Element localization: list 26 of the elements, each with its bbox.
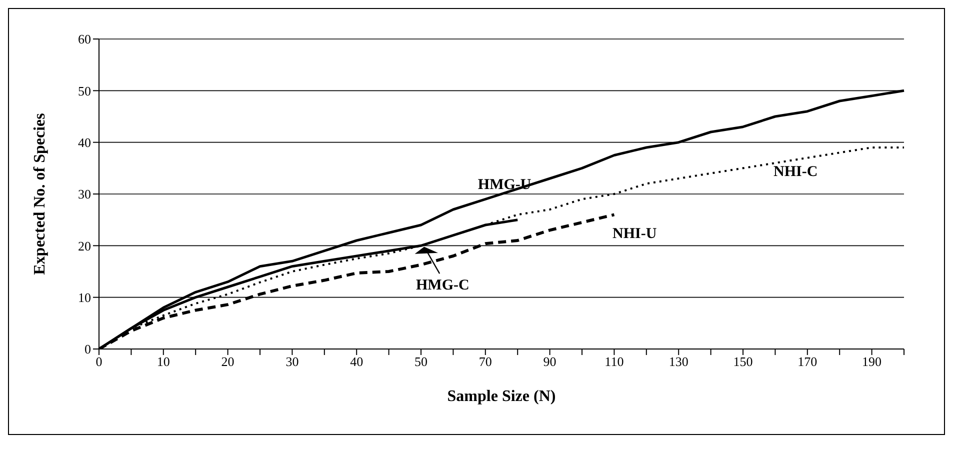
series-label: NHI-U — [612, 226, 657, 242]
y-tick-label: 10 — [78, 290, 91, 305]
y-tick-label: 40 — [78, 134, 91, 150]
x-tick-label: 90 — [543, 354, 556, 370]
x-tick-label: 20 — [221, 354, 234, 370]
x-tick-label: 170 — [798, 354, 818, 370]
y-tick-label: 50 — [78, 83, 91, 98]
y-axis-title: Expected No. of Species — [32, 113, 49, 275]
x-tick-label: 30 — [286, 354, 299, 370]
series-label: HMG-U — [478, 176, 532, 193]
legend-label: HMG-C — [416, 278, 470, 294]
x-tick-label: 0 — [96, 354, 102, 370]
x-tick-label: 110 — [604, 354, 624, 370]
x-tick-label: 130 — [668, 354, 688, 370]
y-tick-label: 20 — [78, 238, 91, 254]
y-tick-label: 30 — [78, 186, 91, 202]
x-tick-label: 150 — [733, 354, 753, 370]
x-tick-label: 190 — [862, 354, 882, 370]
x-tick-label: 10 — [156, 354, 170, 370]
x-tick-label: 40 — [350, 354, 364, 370]
y-tick-label: 60 — [78, 32, 91, 47]
x-tick-label: 50 — [414, 354, 428, 370]
x-tick-label: 70 — [478, 354, 492, 370]
series-label: NHI-C — [774, 164, 818, 180]
y-tick-label: 0 — [84, 342, 91, 357]
x-axis-title: Sample Size (N) — [447, 388, 556, 405]
